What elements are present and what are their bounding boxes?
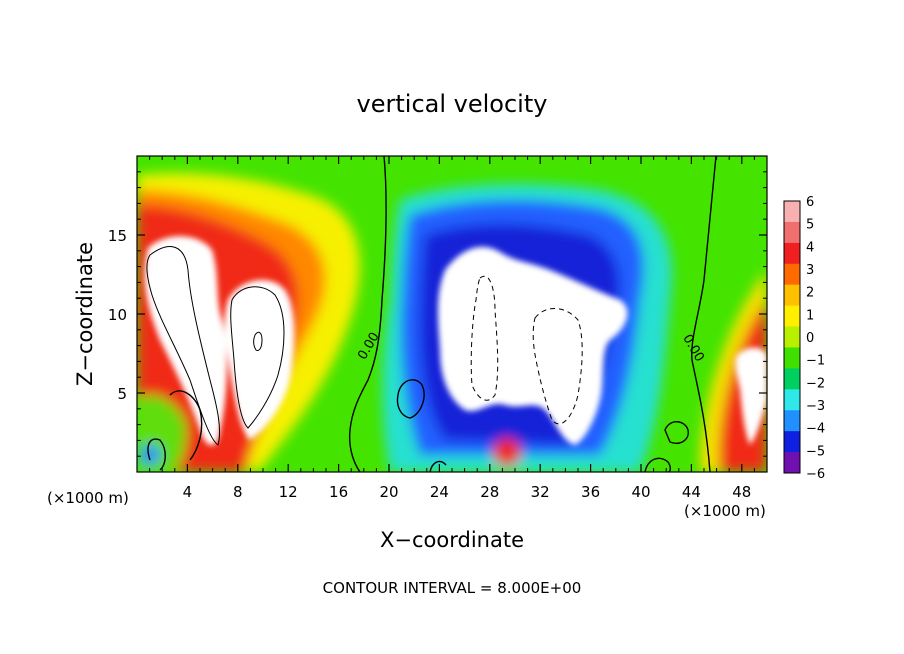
colorbar-swatch xyxy=(784,326,800,348)
contour-lines xyxy=(146,156,717,472)
colorbar-label: −5 xyxy=(806,444,825,459)
y-tick-label: 5 xyxy=(117,385,127,403)
white-updraft-b xyxy=(224,279,295,440)
x-tick-label: 20 xyxy=(379,483,398,501)
chart-title: vertical velocity xyxy=(357,90,548,118)
contour-pos-a xyxy=(146,246,221,446)
colorbar-swatch xyxy=(784,305,800,328)
colorbar-label: −2 xyxy=(806,376,825,391)
x-axis: 4 8 12 16 20 24 28 32 36 40 44 48 xyxy=(149,156,755,501)
colorbar-swatch xyxy=(784,347,800,369)
x-tick-label: 4 xyxy=(183,483,193,501)
white-updraft-a xyxy=(144,236,227,446)
x-tick-label: 8 xyxy=(233,483,243,501)
contour-pos-c xyxy=(253,331,263,351)
contour-small-f xyxy=(429,460,447,472)
contour-zero-right xyxy=(691,156,717,472)
x-tick-label: 44 xyxy=(682,483,701,501)
contour-small-b xyxy=(147,438,166,471)
x-axis-label: X−coordinate xyxy=(380,528,524,552)
white-downdraft xyxy=(437,246,628,445)
x-unit-right: (×1000 m) xyxy=(684,502,766,520)
y-axis: 5 10 15 xyxy=(108,171,767,457)
colorbar-label: 3 xyxy=(806,263,814,278)
colorbar-swatch xyxy=(784,368,800,390)
colorbar-swatch xyxy=(784,410,800,432)
field-yellow-right xyxy=(699,270,767,472)
colorbar-label: 1 xyxy=(806,308,814,323)
x-tick-label: 40 xyxy=(631,483,650,501)
colorbar-swatch xyxy=(784,263,800,286)
contour-small-d xyxy=(664,421,689,444)
contour-neg-a xyxy=(470,275,499,401)
colorbar-label: −3 xyxy=(806,399,825,414)
colorbar-swatch xyxy=(784,201,800,223)
colorbar-label: 4 xyxy=(806,240,814,255)
colorbar-label: 0 xyxy=(806,331,814,346)
x-tick-label: 32 xyxy=(531,483,550,501)
x-tick-label: 24 xyxy=(430,483,449,501)
colorbar-label: 6 xyxy=(806,195,814,210)
saturated-regions xyxy=(144,236,767,446)
contour-neg-lines xyxy=(470,275,583,425)
colorbar-label: −4 xyxy=(806,422,825,437)
colorbar-label: −1 xyxy=(806,354,825,369)
colorbar: 6 5 4 3 2 1 0 −1 −2 −3 −4 −5 −6 xyxy=(783,195,825,482)
y-tick-label: 15 xyxy=(108,227,127,245)
x-tick-label: 28 xyxy=(480,483,499,501)
field-hotspot xyxy=(493,438,521,466)
colorbar-frame xyxy=(783,200,801,474)
x-tick-label: 36 xyxy=(581,483,600,501)
white-updraft-right xyxy=(735,347,767,445)
contour-pos-b xyxy=(230,286,285,429)
colorbar-swatch xyxy=(784,242,800,265)
colorbar-label: 2 xyxy=(806,286,814,301)
y-axis-label: Z−coordinate xyxy=(73,242,97,386)
colorbar-swatch xyxy=(784,389,800,411)
contour-small-e xyxy=(644,457,671,472)
field-coldspot xyxy=(140,445,160,465)
colorbar-label: 5 xyxy=(806,218,814,233)
x-tick-label: 48 xyxy=(732,483,751,501)
contour-neg-b xyxy=(532,308,583,425)
y-tick-label: 10 xyxy=(108,306,127,324)
colorbar-swatch xyxy=(784,221,800,244)
x-tick-label: 12 xyxy=(279,483,298,501)
contour-small-a xyxy=(396,379,425,419)
plot-area xyxy=(137,156,767,472)
contour-zero-left xyxy=(348,156,387,472)
contour-interval-footer: CONTOUR INTERVAL = 8.000E+00 xyxy=(323,579,582,597)
colorbar-label: −6 xyxy=(806,467,825,482)
colorbar-swatch xyxy=(784,284,800,307)
x-tick-label: 16 xyxy=(329,483,348,501)
colorbar-swatch xyxy=(784,431,800,453)
colorbar-swatch xyxy=(784,452,800,474)
x-unit-left: (×1000 m) xyxy=(47,489,129,507)
